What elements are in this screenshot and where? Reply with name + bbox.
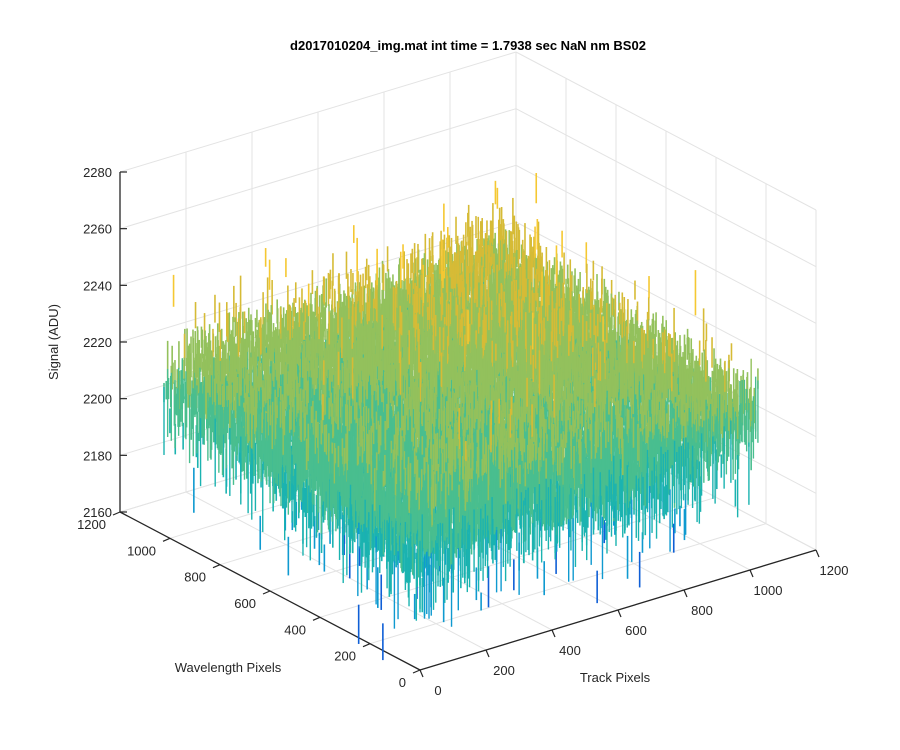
surface-mesh — [163, 172, 759, 661]
side-wall-grid-horizontal — [515, 51, 817, 211]
side-wall-grid-horizontal — [515, 164, 817, 324]
back-wall-grid-horizontal — [119, 108, 517, 230]
side-wall-grid-horizontal — [515, 108, 817, 268]
floor-grid-line-y — [369, 523, 767, 645]
back-wall-grid-horizontal — [119, 51, 517, 173]
back-wall-grid-horizontal — [119, 164, 517, 286]
side-wall-grid-horizontal — [515, 221, 817, 381]
